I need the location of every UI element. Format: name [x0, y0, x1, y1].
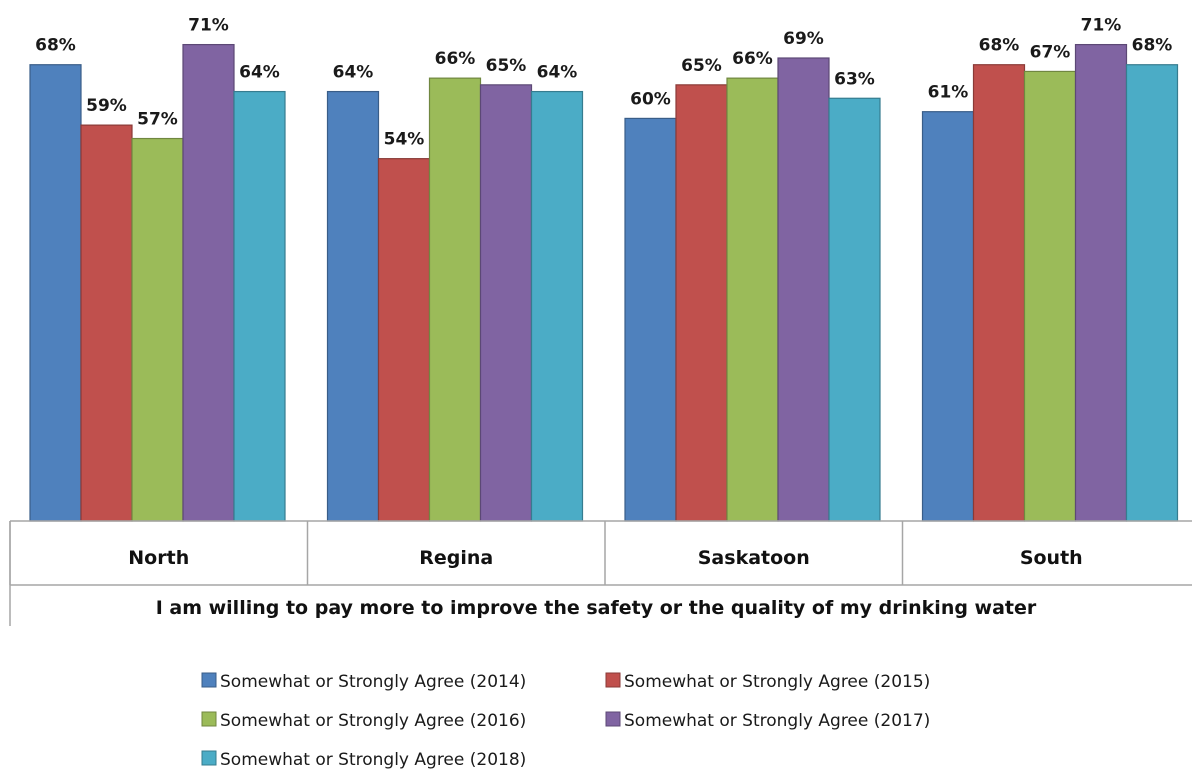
legend-entry: Somewhat or Strongly Agree (2018) [220, 750, 526, 770]
bar-regina-5 [530, 90, 584, 522]
bar-north-5 [233, 90, 286, 522]
bar-regina-4 [479, 84, 533, 522]
legend-swatch [201, 672, 217, 688]
value-label: 67% [1030, 42, 1071, 62]
value-label: 68% [35, 36, 76, 56]
value-label: 59% [86, 96, 127, 116]
category-label-north: North [128, 547, 189, 569]
bar-saskatoon-3 [726, 77, 779, 522]
value-label: 71% [1081, 16, 1122, 36]
legend-entry: Somewhat or Strongly Agree (2015) [624, 672, 930, 692]
bar-saskatoon-1 [624, 117, 677, 522]
value-label: 61% [928, 83, 969, 103]
bar-south-5 [1125, 64, 1179, 522]
value-label: 65% [681, 56, 722, 76]
legend-swatch [201, 711, 217, 727]
bar-saskatoon-5 [828, 97, 881, 522]
bars-layer [29, 43, 1179, 522]
value-label: 65% [486, 56, 527, 76]
category-label-regina: Regina [419, 547, 493, 569]
category-axis: North Regina Saskatoon South [9, 520, 1192, 626]
bar-north-4 [182, 43, 235, 522]
value-label: 66% [732, 49, 773, 69]
legend-swatch [201, 750, 217, 766]
bar-south-1 [921, 111, 975, 522]
legend-entry: Somewhat or Strongly Agree (2014) [220, 672, 526, 692]
value-label: 57% [137, 110, 178, 130]
value-label: 63% [834, 69, 875, 89]
value-label: 68% [979, 36, 1020, 56]
bar-saskatoon-2 [675, 84, 728, 522]
legend-entry: Somewhat or Strongly Agree (2017) [624, 711, 930, 731]
bar-north-2 [80, 124, 133, 522]
value-label: 69% [783, 29, 824, 49]
value-label: 68% [1132, 36, 1173, 56]
value-label: 64% [239, 63, 280, 83]
bar-saskatoon-4 [777, 57, 830, 522]
bar-north-1 [29, 64, 82, 522]
value-label: 66% [435, 49, 476, 69]
value-labels-layer: 68% 59% 57% 71% 64% 64% 54% 66% 65% 64% 60% 65% 66% 6… [35, 16, 1172, 150]
value-label: 71% [188, 16, 229, 36]
bar-regina-3 [428, 77, 482, 522]
value-label: 64% [537, 63, 578, 83]
legend-entry: Somewhat or Strongly Agree (2016) [220, 711, 526, 731]
bar-regina-1 [326, 90, 380, 522]
value-label: 60% [630, 89, 671, 109]
legend-swatch [605, 711, 621, 727]
bar-south-4 [1074, 43, 1128, 522]
bar-south-3 [1023, 70, 1077, 522]
bar-south-2 [972, 64, 1026, 522]
legend: Somewhat or Strongly Agree (2014) Somewha… [201, 672, 930, 770]
category-label-south: South [1020, 547, 1083, 569]
value-label: 64% [333, 63, 374, 83]
value-label: 54% [384, 130, 425, 150]
legend-swatch [605, 672, 621, 688]
category-label-saskatoon: Saskatoon [698, 547, 810, 569]
bar-north-3 [131, 137, 184, 522]
bar-regina-2 [377, 158, 431, 522]
category-group-label: I am willing to pay more to improve the … [156, 597, 1037, 619]
